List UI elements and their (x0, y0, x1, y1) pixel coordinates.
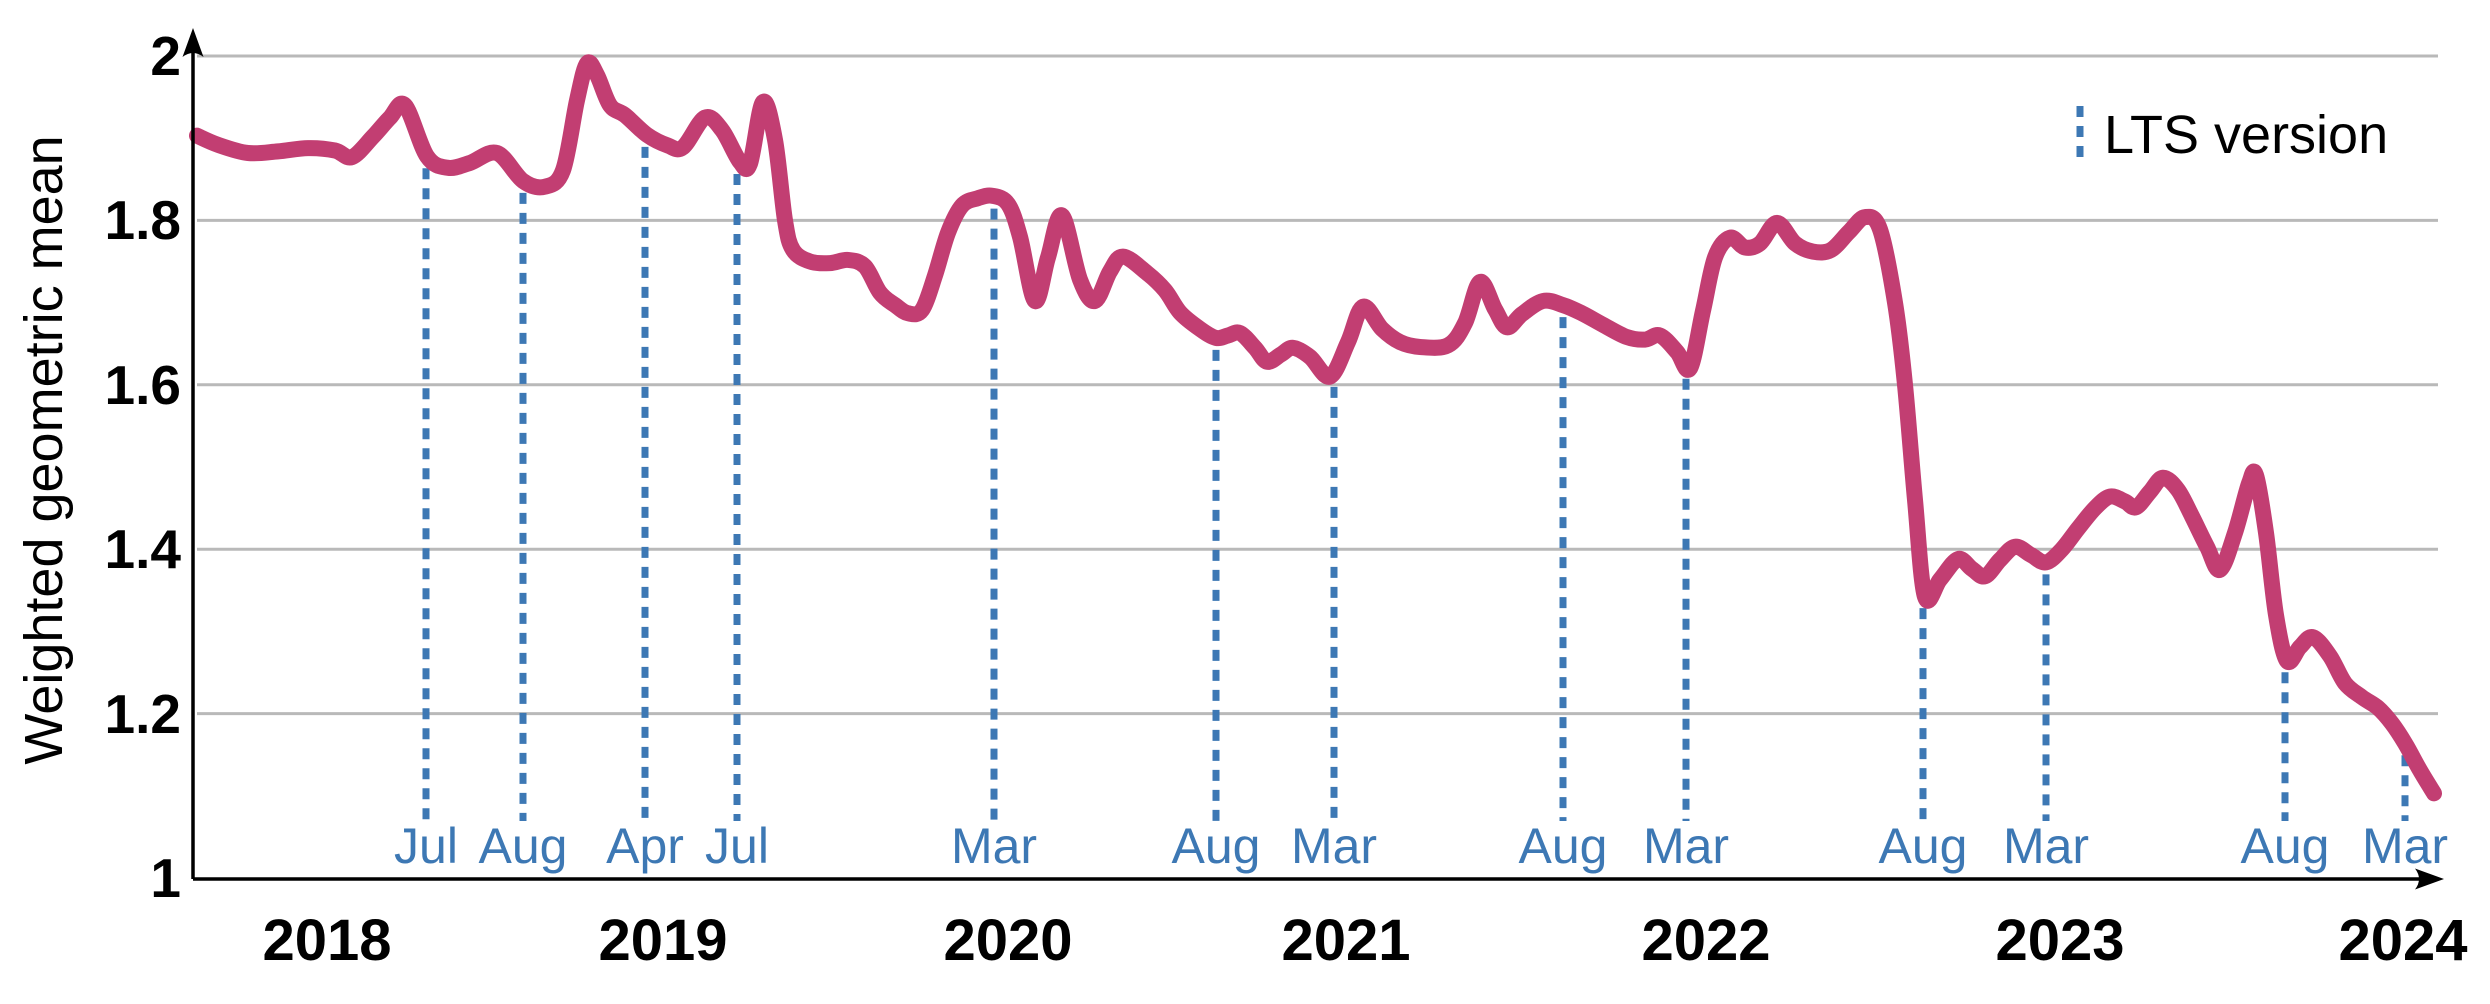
lts-month-label: Aug (1171, 818, 1261, 874)
x-year-label: 2022 (1641, 908, 1771, 973)
legend-label: LTS version (2104, 105, 2389, 165)
x-axis-arrow-icon (2415, 868, 2444, 890)
lts-month-label: Aug (1518, 818, 1608, 874)
lts-month-label: Aug (478, 818, 568, 874)
lts-month-label: Apr (606, 818, 684, 874)
lts-month-label: Mar (2361, 818, 2449, 874)
y-tick-label: 1.6 (104, 354, 181, 416)
lts-month-label: Aug (2240, 818, 2330, 874)
lts-month-label: Aug (1878, 818, 1968, 874)
x-year-label: 2019 (598, 908, 728, 973)
y-tick-label: 1.8 (104, 189, 181, 251)
y-tick-label: 2 (150, 25, 181, 87)
x-year-label: 2021 (1281, 908, 1411, 973)
lts-month-label: Mar (1642, 818, 1730, 874)
y-axis-title: Weighted geometric mean (14, 135, 74, 765)
lts-dotted-line-icon (2076, 106, 2084, 166)
x-year-label: 2018 (262, 908, 392, 973)
x-year-label: 2020 (943, 908, 1073, 973)
y-tick-label: 1.4 (104, 518, 181, 580)
legend: LTS version (2076, 104, 2388, 166)
lts-month-label: Mar (1290, 818, 1378, 874)
y-tick-label: 1.2 (104, 683, 181, 745)
x-year-label: 2023 (1995, 908, 2125, 973)
lts-month-label: Jul (394, 818, 458, 874)
y-axis-arrow-icon (182, 28, 204, 57)
lts-month-label: Mar (950, 818, 1038, 874)
lts-month-label: Jul (705, 818, 769, 874)
y-tick-label: 1 (150, 847, 181, 909)
x-year-label: 2024 (2338, 908, 2468, 973)
data-line (189, 54, 2442, 802)
lts-month-label: Mar (2002, 818, 2090, 874)
